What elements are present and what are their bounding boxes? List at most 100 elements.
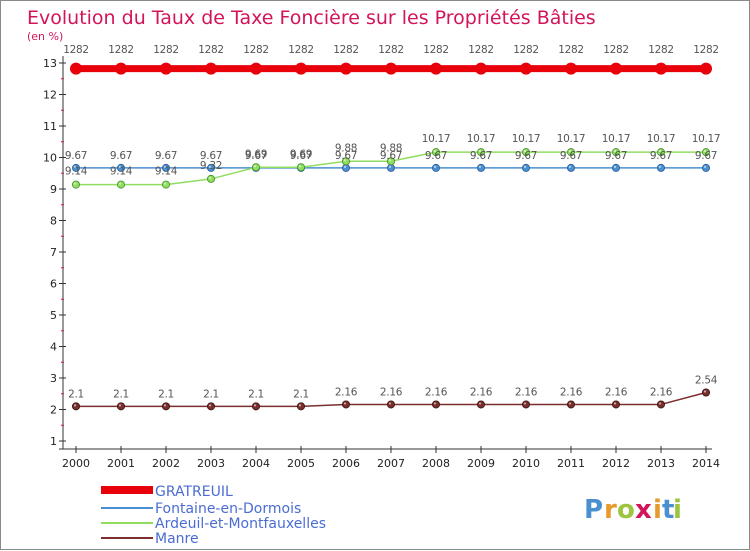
logo-letter: o — [617, 495, 635, 525]
data-point — [161, 402, 170, 411]
data-point — [475, 62, 487, 75]
point-highlight — [433, 165, 437, 168]
legend-swatch — [101, 486, 153, 494]
point-highlight — [658, 165, 662, 168]
x-tick-label: 2000 — [62, 457, 90, 470]
point-highlight — [343, 165, 347, 168]
y-tick-label: 6 — [50, 278, 57, 291]
data-label: 9.69 — [245, 148, 267, 160]
legend-label: Ardeuil-et-Montfauxelles — [155, 516, 326, 532]
data-label: 9.67 — [155, 150, 177, 162]
data-label: 1282 — [153, 44, 179, 56]
data-point — [431, 400, 440, 409]
data-label: 2.16 — [560, 386, 583, 398]
point-highlight — [613, 165, 617, 168]
x-tick-label: 2009 — [467, 457, 495, 470]
point-highlight — [658, 402, 662, 405]
point-highlight — [703, 165, 707, 168]
data-label: 1282 — [288, 44, 314, 56]
data-point — [206, 174, 215, 183]
point-highlight — [253, 165, 257, 168]
point-highlight — [478, 150, 482, 153]
data-label: 10.17 — [422, 133, 451, 145]
point-highlight — [433, 402, 437, 405]
point-highlight — [388, 165, 392, 168]
data-label: 1282 — [108, 44, 134, 56]
unit-label: (en %) — [27, 30, 63, 43]
data-point — [160, 62, 172, 75]
point-highlight — [208, 404, 212, 407]
data-label: 10.17 — [647, 133, 676, 145]
data-label: 1282 — [693, 44, 719, 56]
data-label: 9.67 — [650, 150, 672, 162]
y-tick-label: 3 — [50, 372, 57, 385]
data-point — [431, 148, 440, 157]
y-tick-label: 12 — [43, 89, 57, 102]
data-label: 1282 — [378, 44, 404, 56]
data-point — [702, 163, 711, 172]
x-tick-label: 2004 — [242, 457, 270, 470]
data-label: 9.67 — [515, 150, 537, 162]
data-point — [565, 62, 577, 75]
data-label: 9.67 — [605, 150, 627, 162]
data-point — [567, 148, 576, 157]
y-tick-label: 13 — [43, 57, 57, 70]
data-point — [431, 163, 440, 172]
data-point — [341, 163, 350, 172]
x-tick-label: 2003 — [197, 457, 225, 470]
x-tick-label: 2005 — [287, 457, 315, 470]
data-label: 9.67 — [290, 150, 312, 162]
x-tick-label: 2001 — [107, 457, 135, 470]
data-label: 9.88 — [335, 142, 357, 154]
data-label: 1282 — [243, 44, 269, 56]
data-label: 2.16 — [380, 386, 403, 398]
data-label: 1282 — [333, 44, 359, 56]
point-highlight — [343, 402, 347, 405]
data-point — [476, 148, 485, 157]
data-point — [72, 402, 81, 411]
data-point — [70, 62, 82, 75]
data-label: 9.67 — [200, 150, 222, 162]
point-highlight — [613, 402, 617, 405]
data-label: 10.17 — [512, 133, 541, 145]
point-highlight — [613, 150, 617, 153]
point-highlight — [208, 176, 212, 180]
data-label: 9.67 — [380, 150, 402, 162]
data-label: 10.17 — [557, 133, 586, 145]
data-point — [612, 400, 621, 409]
data-point — [522, 400, 531, 409]
data-point — [476, 400, 485, 409]
data-label: 9.88 — [380, 142, 402, 154]
data-label: 2.16 — [605, 386, 628, 398]
data-point — [430, 62, 442, 75]
x-tick-label: 2007 — [377, 457, 405, 470]
x-tick-label: 2008 — [422, 457, 450, 470]
data-point — [115, 62, 127, 75]
logo-letter: t — [662, 495, 674, 525]
point-highlight — [73, 182, 77, 185]
y-tick-label: 10 — [43, 152, 57, 165]
logo-letter: i — [653, 495, 662, 525]
y-tick-label: 9 — [50, 183, 57, 196]
data-label: 9.69 — [290, 148, 312, 160]
point-highlight — [163, 404, 167, 407]
data-point — [567, 163, 576, 172]
point-highlight — [388, 402, 392, 405]
chart-title: Evolution du Taux de Taxe Foncière sur l… — [27, 7, 596, 29]
legend: GRATREUILFontaine-en-DormoisArdeuil-et-M… — [101, 484, 326, 547]
data-point — [250, 62, 262, 75]
data-point — [205, 62, 217, 75]
data-point — [567, 400, 576, 409]
point-highlight — [298, 404, 302, 407]
x-tick-label: 2010 — [512, 457, 540, 470]
data-label: 9.14 — [155, 166, 178, 178]
data-label: 1282 — [603, 44, 629, 56]
data-label: 1282 — [648, 44, 674, 56]
data-point — [657, 163, 666, 172]
data-label: 1282 — [558, 44, 584, 56]
data-point — [295, 62, 307, 75]
logo-letter: P — [584, 495, 603, 525]
point-highlight — [703, 390, 707, 393]
data-label: 9.67 — [470, 150, 492, 162]
legend-label: GRATREUIL — [155, 484, 233, 500]
